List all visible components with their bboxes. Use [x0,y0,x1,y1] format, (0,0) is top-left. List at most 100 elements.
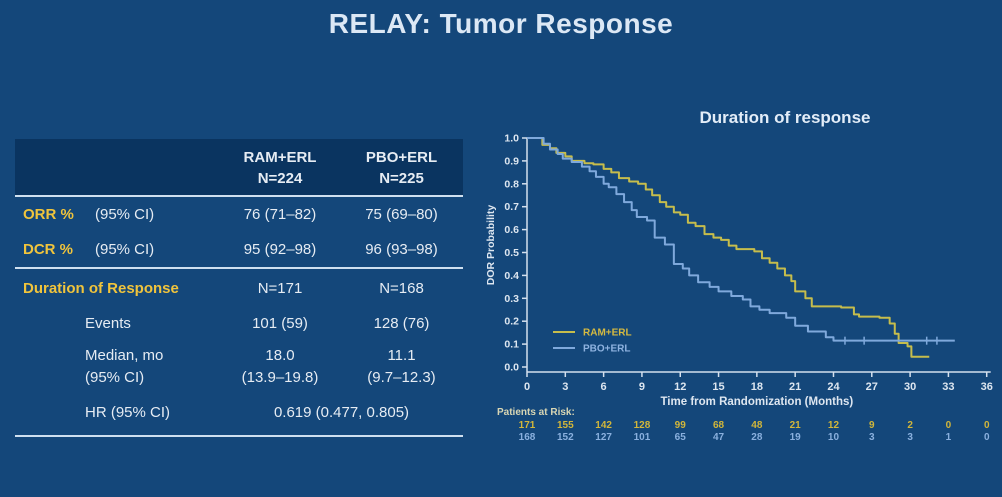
pbo-erl-arm-label: PBO+ERL [365,149,438,166]
at-risk-count: 171 [519,420,536,431]
chart-title: Duration of response [699,108,871,127]
table-row-median: Median, mo (95% CI) 18.0 (13.9–19.8) 11.… [15,341,463,393]
table-row-events: Events 101 (59) 128 (76) [15,306,463,341]
median-ci-label: (95% CI) [85,369,145,386]
at-risk-count: 19 [790,432,802,443]
column-header-ram-erl: RAM+ERL N=224 [220,147,340,189]
at-risk-count: 68 [713,420,725,431]
y-tick-label: 0.3 [504,293,519,305]
dcr-ram-value: 95 (92–98) [243,241,317,258]
at-risk-count: 0 [984,420,990,431]
at-risk-count: 3 [907,432,913,443]
table-row-orr: ORR % (95% CI) 76 (71–82) 75 (69–80) [15,197,463,232]
ram-erl-n-count: N=224 [257,170,303,187]
median-ram-value: 18.0 [265,347,295,364]
at-risk-count: 127 [595,432,612,443]
y-tick-label: 0.7 [504,201,519,213]
at-risk-count: 28 [751,432,763,443]
tumor-response-table: RAM+ERL N=224 PBO+ERL N=225 ORR % (95% C… [15,139,463,437]
median-pbo-ci: (9.7–12.3) [367,369,436,386]
x-tick-label: 27 [866,381,878,393]
x-tick-label: 9 [639,381,645,393]
events-label: Events [85,315,131,332]
at-risk-count: 21 [790,420,802,431]
duration-of-response-km-plot: 0.00.10.20.30.40.50.60.70.80.91.00 3 6 9 12 1… [485,133,993,444]
duration-of-response-label: Duration of Response [23,280,179,297]
at-risk-count: 1 [946,432,952,443]
x-tick-label: 24 [827,381,840,393]
y-tick-label: 0.5 [504,247,519,259]
at-risk-count: 3 [869,432,875,443]
at-risk-count: 168 [519,432,536,443]
median-ram-ci: (13.9–19.8) [241,369,319,386]
y-tick-label: 0.0 [504,362,519,374]
at-risk-count: 0 [946,420,952,431]
y-tick-label: 0.4 [504,270,519,282]
orr-ram-value: 76 (71–82) [243,206,317,223]
events-ram-value: 101 (59) [252,315,308,332]
hr-label: HR (95% CI) [85,404,171,421]
km-curve-ram-erl [527,137,930,358]
x-tick-label: 36 [981,381,993,393]
orr-label: ORR % [23,206,74,223]
hr-value: 0.619 (0.477, 0.805) [273,404,410,421]
at-risk-count: 48 [751,420,763,431]
median-pbo-value: 11.1 [387,347,416,364]
y-tick-label: 0.8 [504,178,519,190]
legend-label: PBO+ERL [583,344,631,355]
dcr-label: DCR % [23,241,74,258]
at-risk-count: 0 [984,432,990,443]
at-risk-count: 128 [634,420,651,431]
table-row-dcr: DCR % (95% CI) 95 (92–98) 96 (93–98) [15,232,463,267]
at-risk-count: 155 [557,420,574,431]
y-tick-label: 0.1 [504,339,519,351]
median-label: Median, mo [85,347,164,364]
x-tick-label: 30 [904,381,916,393]
table-rule-top [15,195,463,197]
x-tick-label: 33 [942,381,954,393]
y-tick-label: 0.6 [504,224,519,236]
table-row-duration: Duration of Response N=171 N=168 [15,269,463,306]
x-tick-label: 12 [674,381,686,393]
table-row-hazard-ratio: HR (95% CI) 0.619 (0.477, 0.805) [15,393,463,435]
column-header-pbo-erl: PBO+ERL N=225 [340,147,463,189]
y-tick-label: 1.0 [504,133,519,145]
table-rule-middle [15,267,463,269]
at-risk-count: 99 [675,420,687,431]
x-tick-label: 3 [562,381,568,393]
events-pbo-value: 128 (76) [373,315,430,332]
x-tick-label: 21 [789,381,801,393]
at-risk-count: 9 [869,420,875,431]
at-risk-count: 65 [675,432,687,443]
legend-label: RAM+ERL [583,328,632,339]
x-tick-label: 0 [524,381,530,393]
at-risk-count: 47 [713,432,725,443]
orr-pbo-value: 75 (69–80) [365,206,438,223]
dcr-ci-label: (95% CI) [95,241,155,258]
pbo-erl-n-count: N=225 [379,170,424,187]
ram-erl-arm-label: RAM+ERL [243,149,317,166]
patients-at-risk-label: Patients at Risk: [497,407,575,418]
duration-pbo-n: N=168 [379,280,424,297]
table-rule-bottom [15,435,463,437]
at-risk-count: 101 [634,432,651,443]
at-risk-count: 10 [828,432,840,443]
x-tick-label: 15 [712,381,724,393]
at-risk-count: 152 [557,432,574,443]
x-axis-title: Time from Randomization (Months) [660,396,853,408]
y-axis-title: DOR Probability [485,205,497,286]
table-header-row: RAM+ERL N=224 PBO+ERL N=225 [15,139,463,195]
page-title: RELAY: Tumor Response [328,8,674,39]
duration-ram-n: N=171 [257,280,303,297]
dcr-pbo-value: 96 (93–98) [365,241,438,258]
y-tick-label: 0.2 [504,316,519,328]
x-tick-label: 18 [751,381,763,393]
x-tick-label: 6 [601,381,607,393]
y-tick-label: 0.9 [504,155,519,167]
orr-ci-label: (95% CI) [95,206,155,223]
at-risk-count: 2 [907,420,913,431]
km-curve-pbo-erl [527,137,955,342]
at-risk-count: 142 [595,420,612,431]
at-risk-count: 12 [828,420,840,431]
